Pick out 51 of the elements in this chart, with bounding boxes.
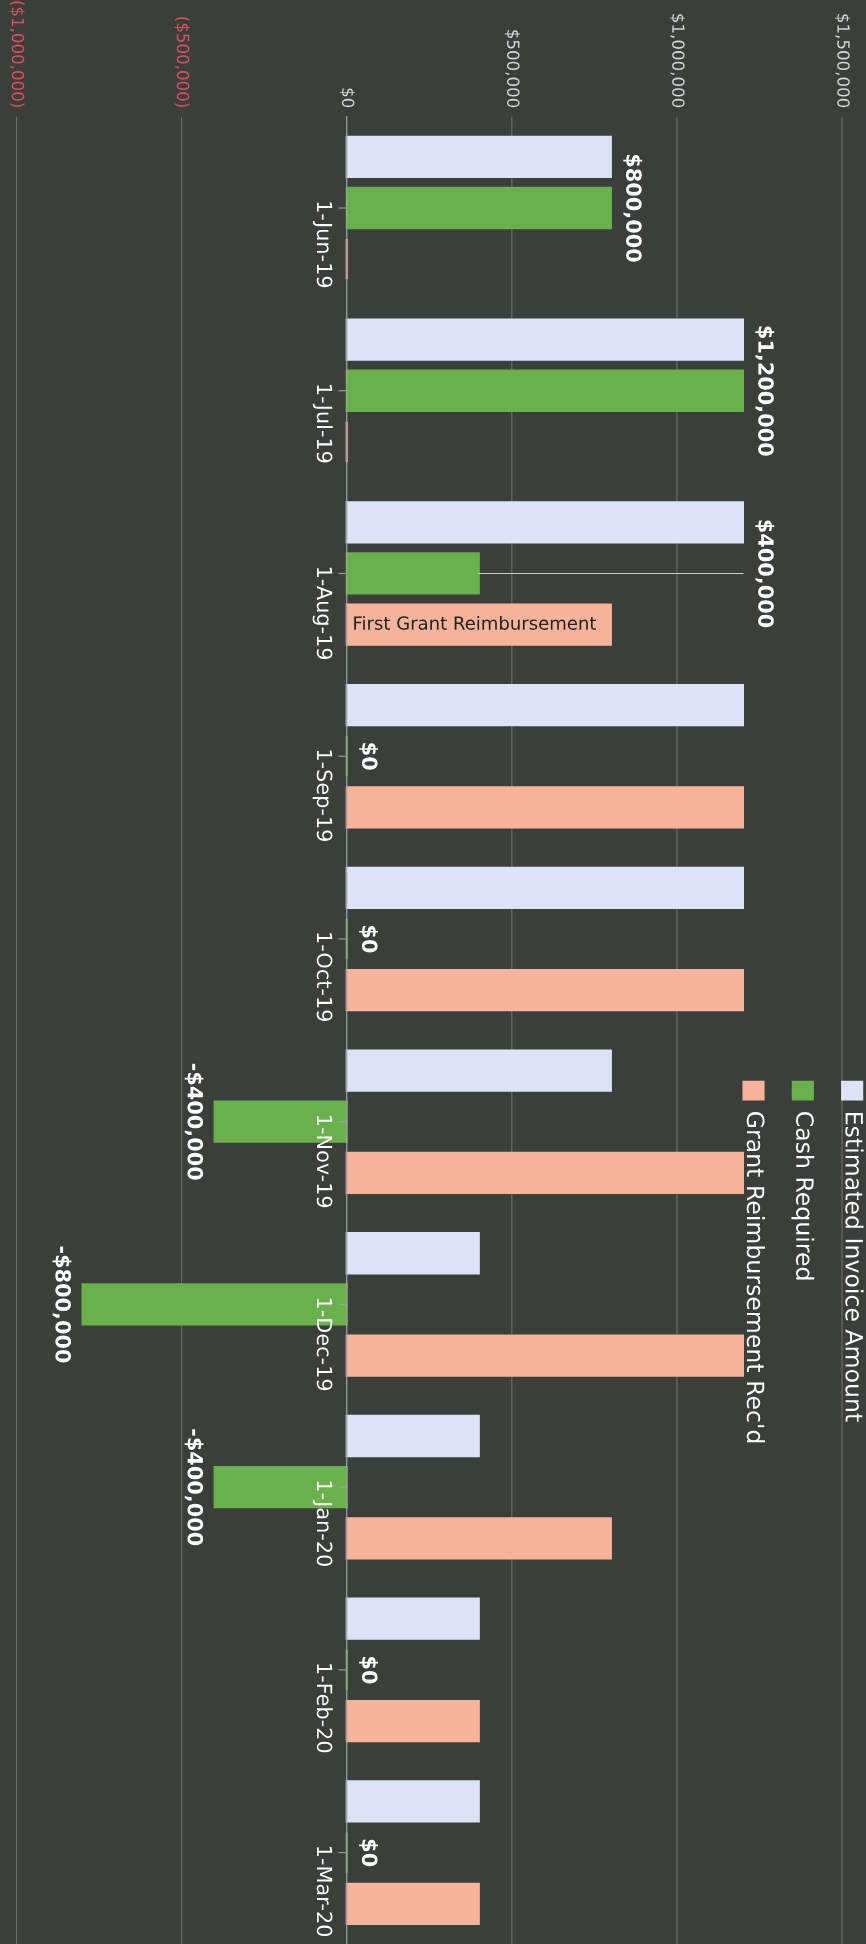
bar bbox=[345, 968, 744, 1012]
legend-label: Estimated Invoice Amount bbox=[845, 1113, 864, 1422]
bar bbox=[345, 786, 744, 829]
bar bbox=[345, 318, 744, 361]
bar bbox=[345, 1597, 480, 1640]
legend-label: Cash Required bbox=[791, 1112, 815, 1280]
y-tick-label: 1-Dec-19 bbox=[316, 1298, 333, 1391]
x-tick-label: $1,500,000 bbox=[834, 14, 851, 108]
bar bbox=[345, 552, 480, 595]
data-label: -$800,000 bbox=[52, 1246, 72, 1363]
y-tick-label: 1-Mar-20 bbox=[316, 1847, 333, 1937]
data-label: $0 bbox=[359, 926, 378, 953]
y-tick-label: 1-Jan-20 bbox=[312, 1481, 333, 1566]
bar bbox=[345, 501, 744, 544]
annotation: First Grant Reimbursement bbox=[354, 615, 597, 630]
data-label: $0 bbox=[359, 1657, 378, 1684]
data-label: $0 bbox=[359, 1839, 378, 1867]
x-tick-label: $1,000,000 bbox=[669, 14, 685, 108]
data-label: $1,200,000 bbox=[755, 326, 775, 456]
x-tick-label: $0 bbox=[339, 88, 355, 108]
bar bbox=[345, 1151, 744, 1194]
bar bbox=[345, 1414, 480, 1458]
y-tick-label: 1-Feb-20 bbox=[316, 1664, 333, 1753]
bar bbox=[345, 603, 612, 646]
x-tick-label: $500,000 bbox=[504, 30, 520, 108]
bar bbox=[345, 1049, 612, 1092]
legend-label: Grant Reimbursement Rec'd bbox=[746, 1112, 765, 1443]
bar bbox=[345, 1699, 480, 1743]
bar bbox=[345, 1780, 480, 1823]
bar bbox=[345, 186, 612, 230]
data-label: -$400,000 bbox=[184, 1063, 204, 1180]
bar bbox=[345, 683, 744, 727]
y-tick-label: 1-Oct-19 bbox=[316, 933, 333, 1021]
data-label: $400,000 bbox=[755, 520, 775, 628]
x-tick-label: ($500,000) bbox=[174, 17, 190, 107]
bar bbox=[345, 866, 744, 909]
y-tick-label: 1-Jun-19 bbox=[312, 202, 333, 288]
bar bbox=[345, 1517, 612, 1560]
y-tick-label: 1-Jul-19 bbox=[312, 385, 333, 463]
bar bbox=[345, 1334, 744, 1377]
bar bbox=[345, 369, 744, 412]
y-tick-label: 1-Sep-19 bbox=[312, 750, 333, 841]
data-label: $0 bbox=[359, 743, 378, 770]
x-tick-label: ($1,000,000) bbox=[9, 1, 25, 107]
data-label: $800,000 bbox=[623, 154, 643, 262]
bar bbox=[345, 135, 612, 178]
data-label: -$400,000 bbox=[184, 1429, 204, 1546]
y-tick-label: 1-Nov-19 bbox=[316, 1116, 333, 1208]
bar bbox=[345, 1882, 480, 1925]
bar bbox=[345, 1232, 480, 1275]
y-tick-label: 1-Aug-19 bbox=[312, 567, 333, 660]
